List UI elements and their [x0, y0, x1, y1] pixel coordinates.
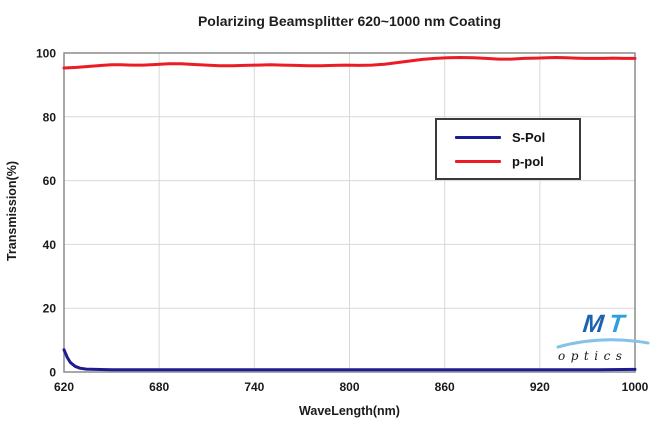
series-line-s-pol	[62, 348, 637, 372]
y-tick-label: 40	[43, 238, 57, 252]
p-pol-line-swatch	[455, 159, 501, 163]
x-tick-label: 920	[530, 380, 550, 394]
plot-border	[63, 52, 636, 373]
chart-title: Polarizing Beamsplitter 620~1000 nm Coat…	[197, 13, 502, 29]
series-line-p-pol	[62, 56, 637, 70]
mt-optics-logo: M T optics	[556, 310, 652, 365]
x-tick-label: 680	[149, 380, 169, 394]
y-tick-label: 80	[43, 110, 57, 124]
s-pol-line-swatch	[455, 135, 501, 139]
x-tick-label: 620	[54, 380, 74, 394]
legend-item-p-pol: p-pol	[455, 153, 579, 169]
x-tick-label: 860	[435, 380, 455, 394]
legend: S-Pol p-pol	[435, 118, 581, 180]
legend-label-p-pol: p-pol	[512, 153, 544, 169]
y-tick-label: 100	[36, 47, 56, 61]
y-tick-label: 0	[49, 366, 56, 380]
y-tick-label: 60	[43, 174, 57, 188]
y-tick-label: 20	[43, 302, 57, 316]
x-axis-label: WaveLength(nm)	[299, 404, 400, 418]
logo-swoosh-icon	[556, 338, 650, 349]
x-tick-label: 1000	[622, 380, 649, 394]
legend-label-s-pol: S-Pol	[512, 129, 546, 145]
x-tick-label: 800	[339, 380, 359, 394]
legend-item-s-pol: S-Pol	[455, 129, 579, 145]
x-tick-label: 740	[244, 380, 264, 394]
logo-text: optics	[558, 349, 628, 363]
